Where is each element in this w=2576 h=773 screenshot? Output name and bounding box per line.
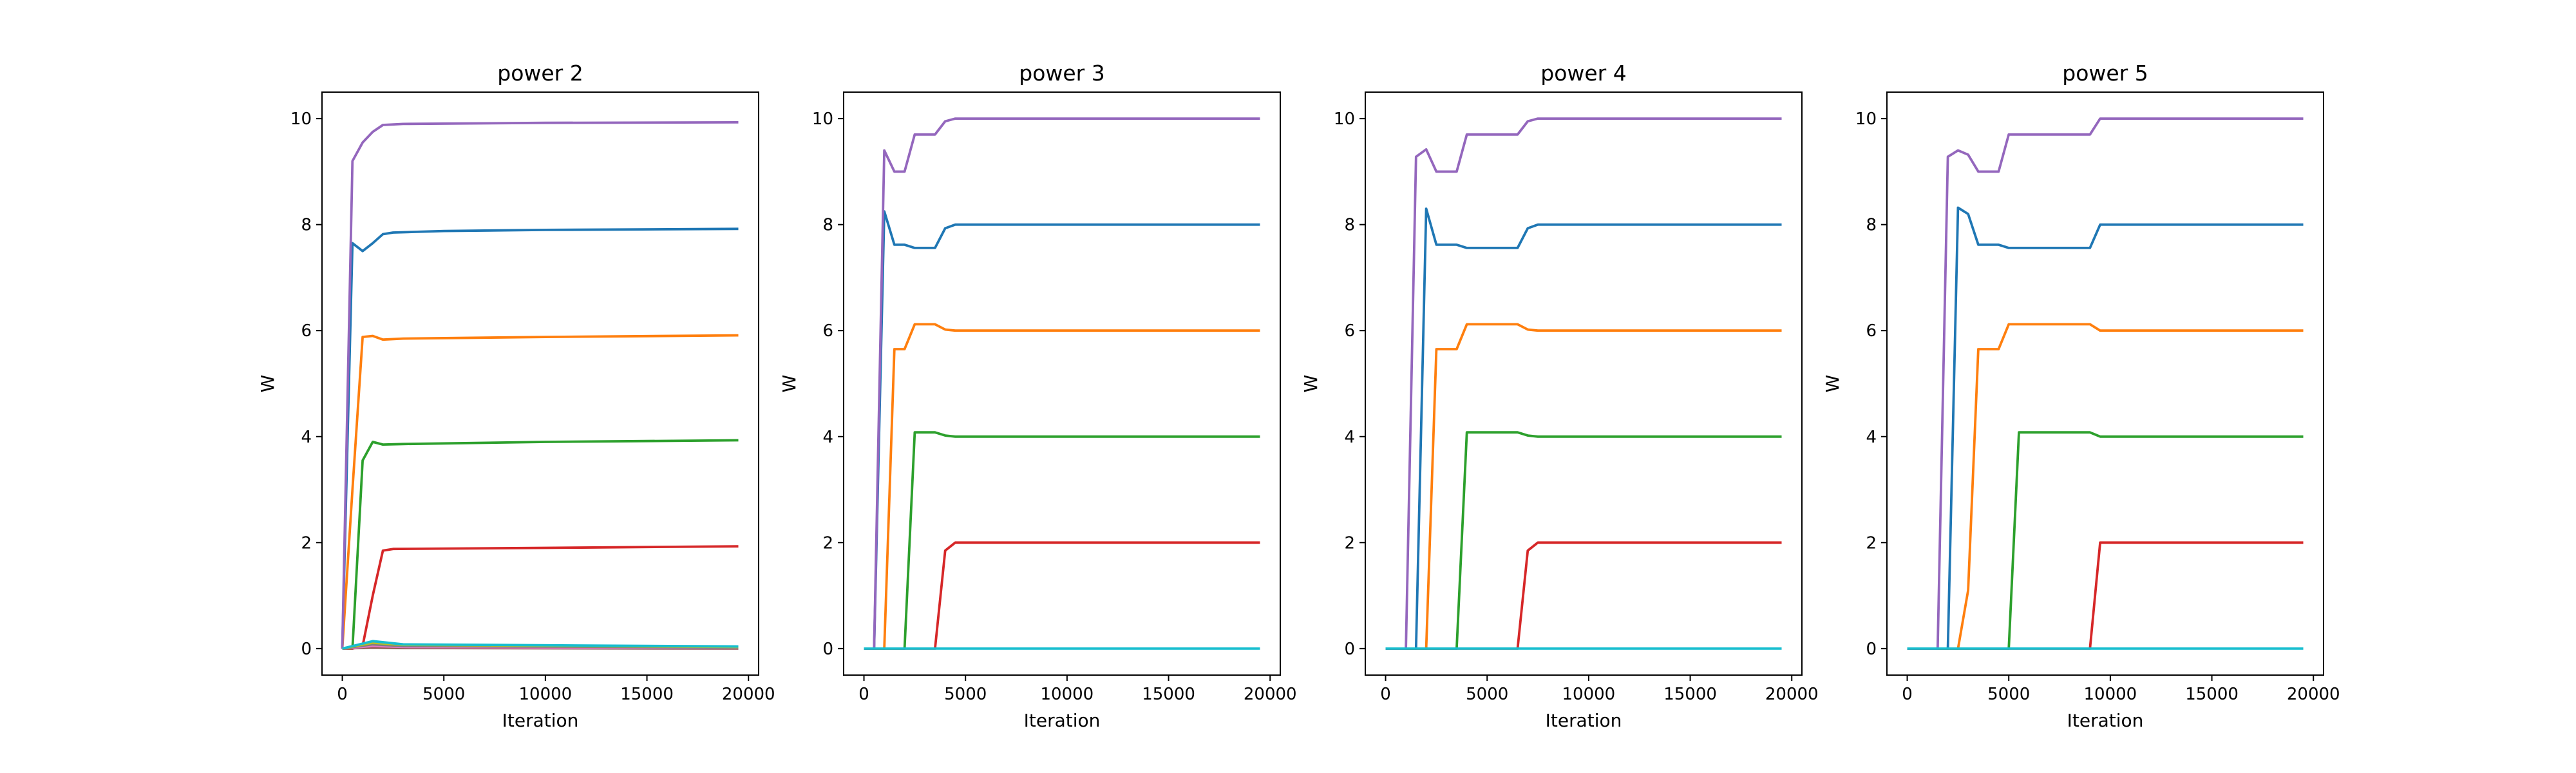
x-tick-label: 15000 [620, 685, 674, 704]
y-tick-label: 6 [1866, 321, 1877, 341]
y-tick-label: 8 [1866, 216, 1877, 235]
y-tick-label: 2 [1866, 533, 1877, 553]
chart-title: power 4 [1540, 61, 1626, 86]
series-line [1908, 432, 2304, 649]
subplot-power-4: 0 5000 10000 15000 20000 0 2 4 6 8 10 power 4 Iterat… [1300, 61, 1819, 731]
series-line [864, 324, 1260, 649]
x-tick-label: 20000 [1244, 685, 1297, 704]
y-tick-label: 2 [1344, 533, 1355, 553]
series-line [343, 229, 739, 649]
y-tick-label: 6 [301, 321, 312, 341]
x-tick-label: 10000 [1562, 685, 1616, 704]
y-tick-label: 4 [1344, 428, 1355, 447]
y-tick-label: 2 [822, 533, 833, 553]
y-tick-label: 10 [1855, 110, 1877, 129]
x-tick-label: 5000 [1466, 685, 1508, 704]
x-tick-label: 20000 [1765, 685, 1819, 704]
plot-frame [322, 92, 759, 675]
y-tick-label: 8 [301, 216, 312, 235]
y-tick-label: 0 [301, 640, 312, 659]
series-line [864, 119, 1260, 649]
plot-frame [1887, 92, 2324, 675]
x-axis-label: Iteration [2067, 710, 2144, 731]
x-tick-label: 0 [1380, 685, 1391, 704]
y-tick-label: 4 [301, 428, 312, 447]
x-axis-label: Iteration [502, 710, 579, 731]
series-line [1386, 432, 1782, 649]
x-tick-label: 20000 [722, 685, 775, 704]
x-tick-label: 0 [337, 685, 348, 704]
x-tick-label: 10000 [1041, 685, 1094, 704]
x-axis-label: Iteration [1546, 710, 1622, 731]
series-line [1386, 209, 1782, 649]
x-tick-label: 15000 [2185, 685, 2239, 704]
chart-title: power 5 [2062, 61, 2148, 86]
y-tick-label: 6 [1344, 321, 1355, 341]
series-line [343, 546, 739, 649]
y-tick-label: 0 [1866, 640, 1877, 659]
series-line [864, 542, 1260, 649]
series-line [1908, 119, 2304, 649]
chart-title: power 2 [497, 61, 583, 86]
x-tick-label: 5000 [422, 685, 465, 704]
subplot-power-5: 0 5000 10000 15000 20000 0 2 4 6 8 10 power 5 Iterat… [1822, 61, 2340, 731]
y-axis-label: W [257, 375, 278, 393]
series-line [1908, 207, 2304, 649]
y-tick-label: 10 [1334, 110, 1355, 129]
x-tick-label: 20000 [2287, 685, 2340, 704]
y-tick-label: 0 [822, 640, 833, 659]
x-tick-label: 0 [1902, 685, 1913, 704]
series-line [1386, 119, 1782, 649]
y-axis-label: W [1300, 375, 1321, 393]
y-axis-label: W [779, 375, 800, 393]
x-tick-label: 0 [858, 685, 869, 704]
series-line [1908, 324, 2304, 649]
y-tick-label: 6 [822, 321, 833, 341]
y-tick-label: 8 [822, 216, 833, 235]
subplot-power-2: 0 5000 10000 15000 20000 0 2 4 6 8 10 power 2 Iterat… [257, 61, 775, 731]
plot-frame [844, 92, 1280, 675]
series-line [343, 122, 739, 649]
x-axis-label: Iteration [1024, 710, 1101, 731]
series-line [343, 336, 739, 649]
x-tick-label: 5000 [1987, 685, 2030, 704]
x-tick-label: 5000 [944, 685, 987, 704]
series-line [1386, 324, 1782, 649]
series-line [864, 432, 1260, 649]
series-line [864, 211, 1260, 649]
x-tick-label: 10000 [2084, 685, 2137, 704]
plot-frame [1365, 92, 1802, 675]
y-tick-label: 10 [812, 110, 833, 129]
y-tick-label: 10 [290, 110, 312, 129]
y-tick-label: 2 [301, 533, 312, 553]
series-line [1386, 542, 1782, 649]
y-axis-label: W [1822, 375, 1843, 393]
x-tick-label: 15000 [1663, 685, 1717, 704]
x-tick-label: 15000 [1142, 685, 1195, 704]
y-tick-label: 8 [1344, 216, 1355, 235]
y-tick-label: 4 [822, 428, 833, 447]
subplot-power-3: 0 5000 10000 15000 20000 0 2 4 6 8 10 power 3 Iterat… [779, 61, 1297, 731]
chart-title: power 3 [1019, 61, 1104, 86]
y-tick-label: 0 [1344, 640, 1355, 659]
series-line [343, 441, 739, 649]
x-tick-label: 10000 [519, 685, 573, 704]
y-tick-label: 4 [1866, 428, 1877, 447]
